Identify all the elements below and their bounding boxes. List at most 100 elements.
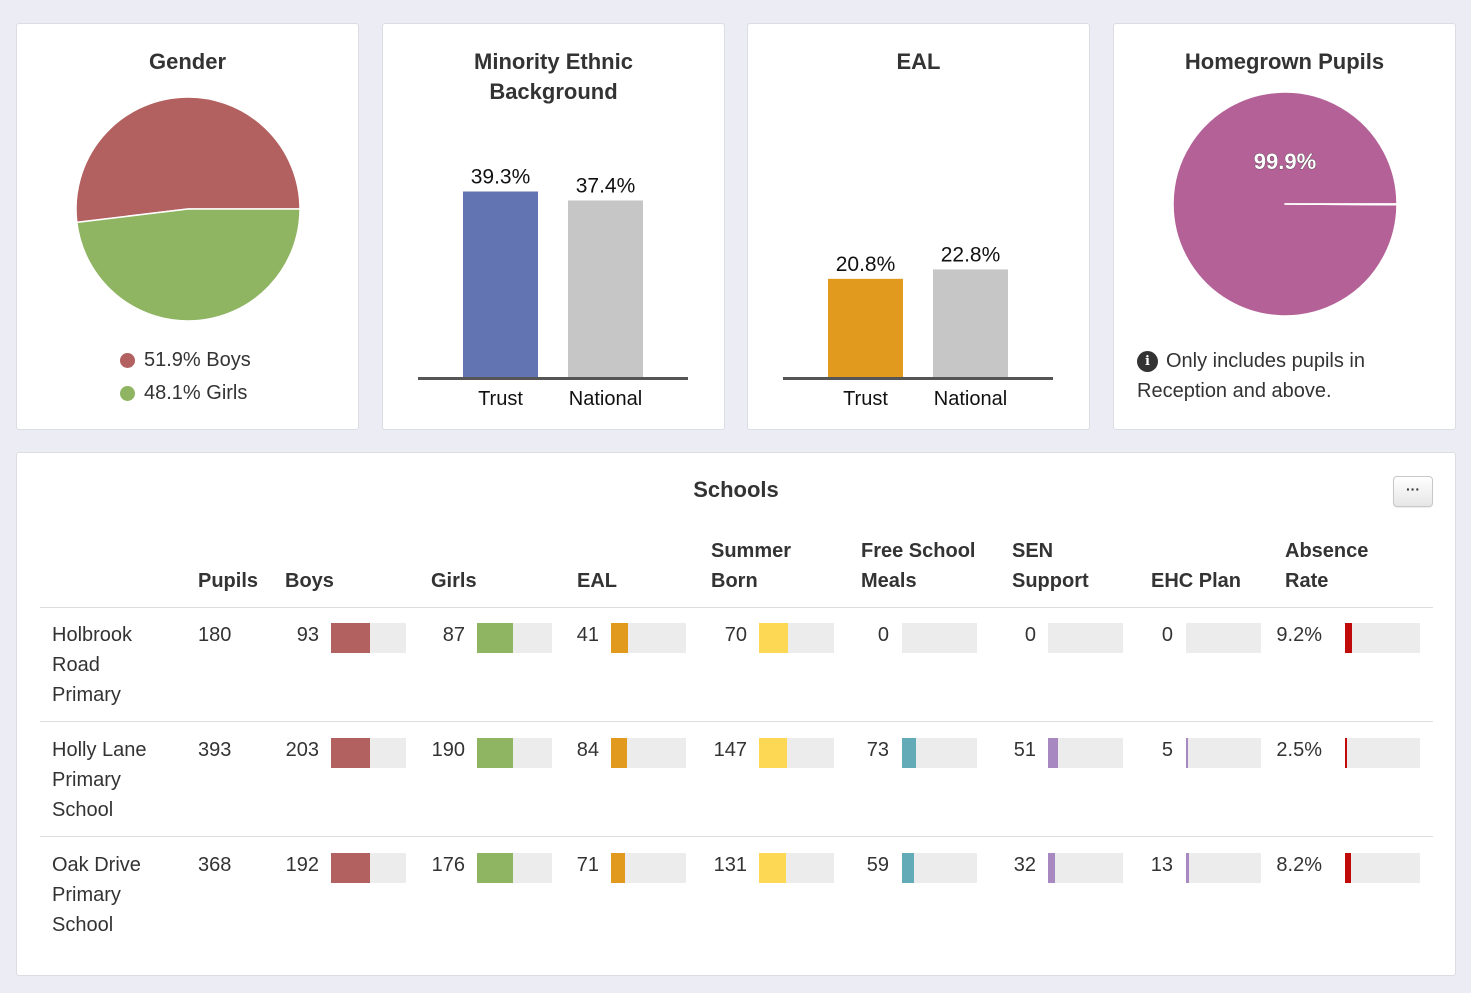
gender-pie-slice-girls[interactable] bbox=[76, 208, 301, 322]
column-header-line1: Free School bbox=[861, 540, 976, 562]
minority-ethnic-category-label-national: National bbox=[569, 388, 642, 410]
column-header-line2: Pupils bbox=[198, 570, 259, 592]
header-divider bbox=[40, 607, 1433, 608]
school-name-line: Holbrook bbox=[52, 624, 133, 646]
column-header-line1 bbox=[285, 536, 334, 566]
school-name-line: School bbox=[52, 914, 114, 936]
eal-category-label-trust: Trust bbox=[843, 388, 888, 410]
boys-bar bbox=[331, 738, 406, 768]
school-name[interactable]: Holbrook Road Primary bbox=[52, 620, 132, 710]
fsm-bar-fill bbox=[902, 853, 914, 883]
column-header-girls[interactable]: Girls bbox=[431, 536, 477, 596]
legend-item-girls[interactable]: 48.1% Girls bbox=[120, 377, 251, 410]
column-header-line2: Born bbox=[711, 570, 758, 592]
column-header-rate[interactable]: Absence Rate bbox=[1285, 536, 1368, 596]
school-name-line: Holly Lane bbox=[52, 739, 147, 761]
column-header-boys[interactable]: Boys bbox=[285, 536, 334, 596]
eal-bar-fill bbox=[611, 738, 628, 768]
school-name-line: Primary bbox=[52, 884, 121, 906]
school-name-line: Primary bbox=[52, 684, 121, 706]
school-name-line: Primary bbox=[52, 769, 121, 791]
minority-ethnic-title-line1: Minority Ethnic bbox=[474, 49, 633, 74]
gender-pie-slice-boys[interactable] bbox=[75, 96, 301, 224]
summer-born-bar-fill bbox=[759, 623, 789, 653]
column-header-line1 bbox=[431, 536, 477, 566]
ehc-bar bbox=[1186, 738, 1261, 768]
column-header-line2: Meals bbox=[861, 570, 917, 592]
girls-value: 176 bbox=[431, 854, 465, 876]
homegrown-card: Homegrown Pupils 99.9% i Only includes pu… bbox=[1113, 23, 1456, 430]
eal-bar bbox=[611, 853, 686, 883]
ehc-value: 0 bbox=[1161, 624, 1173, 646]
column-header-ehc-plan[interactable]: EHC Plan bbox=[1151, 536, 1241, 596]
column-header-pupils[interactable]: Pupils bbox=[198, 536, 258, 596]
minority-ethnic-card: Minority Ethnic Background 39.3% Trust 37.… bbox=[382, 23, 725, 430]
boys-bar bbox=[331, 853, 406, 883]
school-name[interactable]: Oak Drive Primary School bbox=[52, 850, 141, 940]
column-header-support[interactable]: SEN Support bbox=[1012, 536, 1089, 596]
eal-bar-trust[interactable] bbox=[828, 278, 903, 377]
fsm-bar-fill bbox=[902, 738, 916, 768]
homegrown-note-text: Only includes pupils in Reception and ab… bbox=[1137, 350, 1365, 402]
more-options-button[interactable]: ··· bbox=[1393, 476, 1433, 507]
fsm-value: 59 bbox=[866, 854, 889, 876]
minority-ethnic-bar-national[interactable] bbox=[568, 200, 643, 377]
legend-item-boys[interactable]: 51.9% Boys bbox=[120, 344, 251, 377]
gender-pie-chart bbox=[75, 96, 301, 322]
ehc-bar bbox=[1186, 853, 1261, 883]
ehc-value: 5 bbox=[1161, 739, 1173, 761]
sen-bar-fill bbox=[1048, 738, 1058, 768]
homegrown-title: Homegrown Pupils bbox=[1184, 49, 1385, 74]
column-header-meals[interactable]: Free School Meals bbox=[861, 536, 975, 596]
absence-bar-fill bbox=[1345, 623, 1352, 653]
column-header-eal[interactable]: EAL bbox=[577, 536, 617, 596]
column-header-line2: EAL bbox=[577, 570, 617, 592]
absence-bar-fill bbox=[1345, 853, 1352, 883]
eal-bar-national[interactable] bbox=[933, 269, 1008, 377]
legend-label-girls: 48.1% Girls bbox=[144, 382, 248, 404]
girls-bar-fill bbox=[477, 623, 514, 653]
schools-card: Schools ··· Pupils Boys Girls EAL Summer B… bbox=[16, 452, 1456, 976]
eal-value: 71 bbox=[576, 854, 599, 876]
info-circle-icon: i bbox=[1137, 351, 1158, 372]
eal-bar bbox=[611, 738, 686, 768]
eal-value-label-national: 22.8% bbox=[941, 243, 1001, 266]
column-header-line1: Absence bbox=[1285, 540, 1369, 562]
school-name[interactable]: Holly Lane Primary School bbox=[52, 735, 147, 825]
summer-born-bar bbox=[759, 738, 834, 768]
girls-value: 87 bbox=[442, 624, 465, 646]
minority-ethnic-value-label-trust: 39.3% bbox=[471, 166, 531, 189]
gender-title: Gender bbox=[148, 49, 227, 74]
gender-legend: 51.9% Boys 48.1% Girls bbox=[120, 344, 251, 410]
eal-bar bbox=[611, 623, 686, 653]
school-name-line: Road bbox=[52, 654, 100, 676]
minority-ethnic-title: Minority Ethnic Background bbox=[383, 47, 724, 107]
pupils-value: 180 bbox=[198, 624, 232, 646]
absence-value: 2.5% bbox=[1276, 739, 1322, 761]
minority-ethnic-bar-trust[interactable] bbox=[463, 191, 538, 377]
fsm-value: 73 bbox=[866, 739, 889, 761]
eal-category-label-national: National bbox=[934, 388, 1007, 410]
homegrown-pie-slice-other[interactable] bbox=[1284, 203, 1398, 206]
column-header-born[interactable]: Summer Born bbox=[711, 536, 791, 596]
row-divider bbox=[40, 836, 1433, 837]
summer-born-bar-fill bbox=[759, 853, 786, 883]
sen-value: 51 bbox=[1013, 739, 1036, 761]
column-header-line2: Support bbox=[1012, 570, 1089, 592]
summer-born-bar-fill bbox=[759, 738, 788, 768]
fsm-bar bbox=[902, 853, 977, 883]
girls-bar bbox=[477, 853, 552, 883]
eal-bar-fill bbox=[611, 853, 626, 883]
column-header-line2: Boys bbox=[285, 570, 334, 592]
column-header-line1: Summer bbox=[711, 540, 792, 562]
girls-bar bbox=[477, 623, 552, 653]
absence-bar bbox=[1345, 738, 1420, 768]
legend-dot-girls bbox=[120, 386, 135, 401]
minority-ethnic-category-label-trust: Trust bbox=[478, 388, 523, 410]
sen-bar bbox=[1048, 738, 1123, 768]
sen-value: 0 bbox=[1024, 624, 1036, 646]
fsm-bar bbox=[902, 738, 977, 768]
column-header-line2: Rate bbox=[1285, 570, 1329, 592]
pupils-value: 368 bbox=[198, 854, 232, 876]
minority-ethnic-value-label-national: 37.4% bbox=[576, 174, 636, 197]
